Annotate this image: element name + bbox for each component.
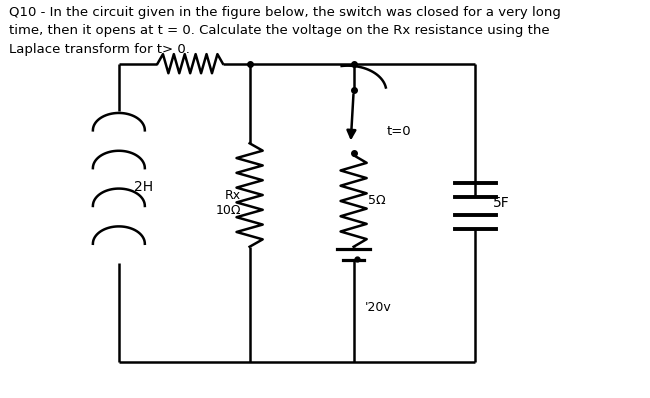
Text: 2H: 2H xyxy=(134,180,153,194)
Text: 5Ω: 5Ω xyxy=(369,195,386,207)
Text: Q10 - In the circuit given in the figure below, the switch was closed for a very: Q10 - In the circuit given in the figure… xyxy=(9,6,561,56)
Text: 5F: 5F xyxy=(493,196,510,210)
Text: Rx
10Ω: Rx 10Ω xyxy=(215,189,240,217)
Text: t=0: t=0 xyxy=(386,125,411,138)
Text: '20v: '20v xyxy=(364,300,391,314)
